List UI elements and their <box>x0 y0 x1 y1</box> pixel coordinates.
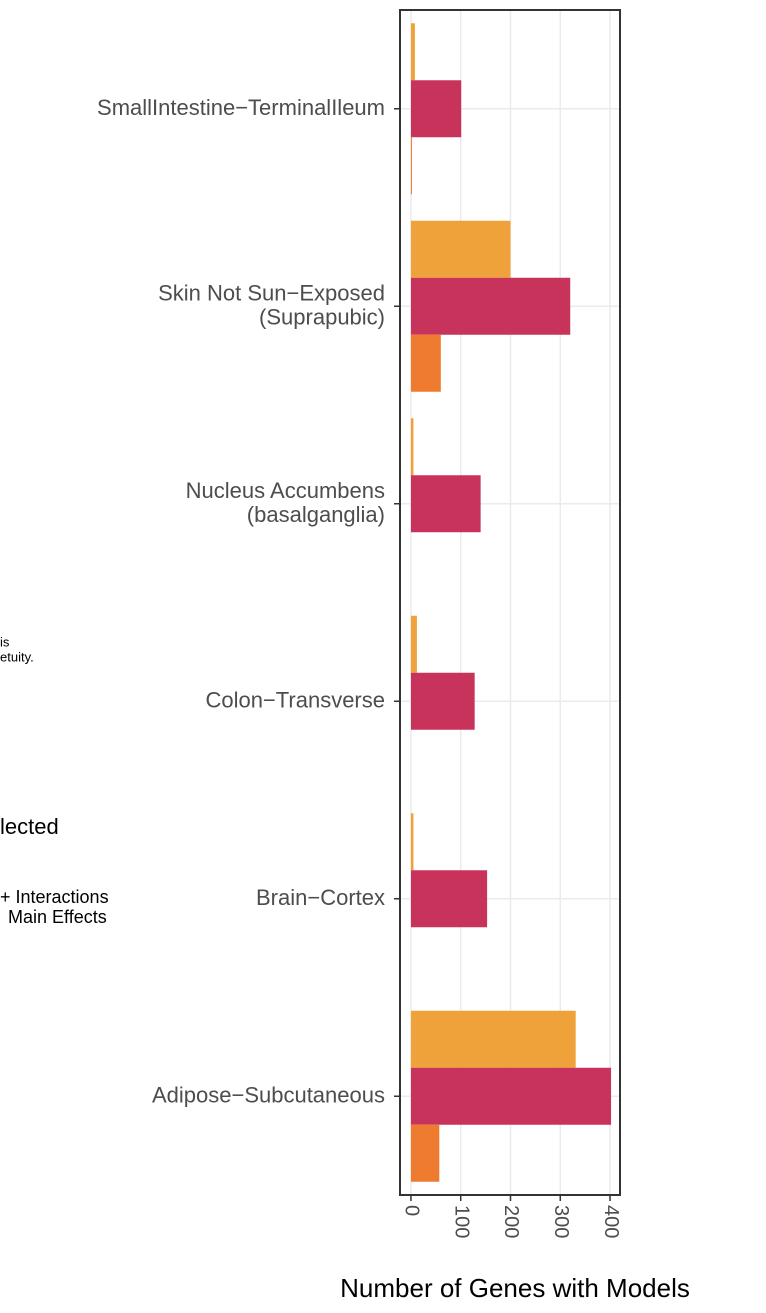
bar <box>410 475 481 533</box>
cropped-text: is <box>0 634 10 649</box>
x-axis-title: Number of Genes with Models <box>340 1273 690 1303</box>
y-tick-label: SmallIntestine−TerminalIleum <box>97 95 385 120</box>
y-tick-label: Brain−Cortex <box>256 885 385 910</box>
x-tick-label: 400 <box>600 1205 622 1238</box>
legend-title: lected <box>0 814 59 839</box>
cropped-text: etuity. <box>0 649 34 664</box>
bar <box>410 813 414 871</box>
bar <box>410 672 475 730</box>
bar <box>410 615 417 673</box>
legend-label: Main Effects <box>8 907 107 927</box>
x-tick-label: 300 <box>550 1205 572 1238</box>
x-tick-label: 200 <box>500 1205 522 1238</box>
bar <box>410 23 415 81</box>
x-tick-label: 0 <box>401 1205 423 1216</box>
bar <box>410 1124 440 1182</box>
bar <box>410 1010 576 1068</box>
bar <box>410 137 412 195</box>
bar <box>410 277 571 335</box>
bar <box>410 1067 612 1125</box>
legend-label: + Interactions <box>0 887 109 907</box>
bar <box>410 870 488 928</box>
y-tick-label: Nucleus Accumbens (basalganglia) <box>186 478 385 527</box>
bar <box>410 334 441 392</box>
panel-border <box>399 9 621 1196</box>
bar <box>410 418 414 476</box>
y-tick-label: Adipose−Subcutaneous <box>152 1082 385 1107</box>
y-tick-label: Skin Not Sun−Exposed (Suprapubic) <box>158 280 385 329</box>
y-tick-label: Colon−Transverse <box>205 687 385 712</box>
bar <box>410 220 511 278</box>
x-tick-label: 100 <box>450 1205 472 1238</box>
bar <box>410 80 462 138</box>
